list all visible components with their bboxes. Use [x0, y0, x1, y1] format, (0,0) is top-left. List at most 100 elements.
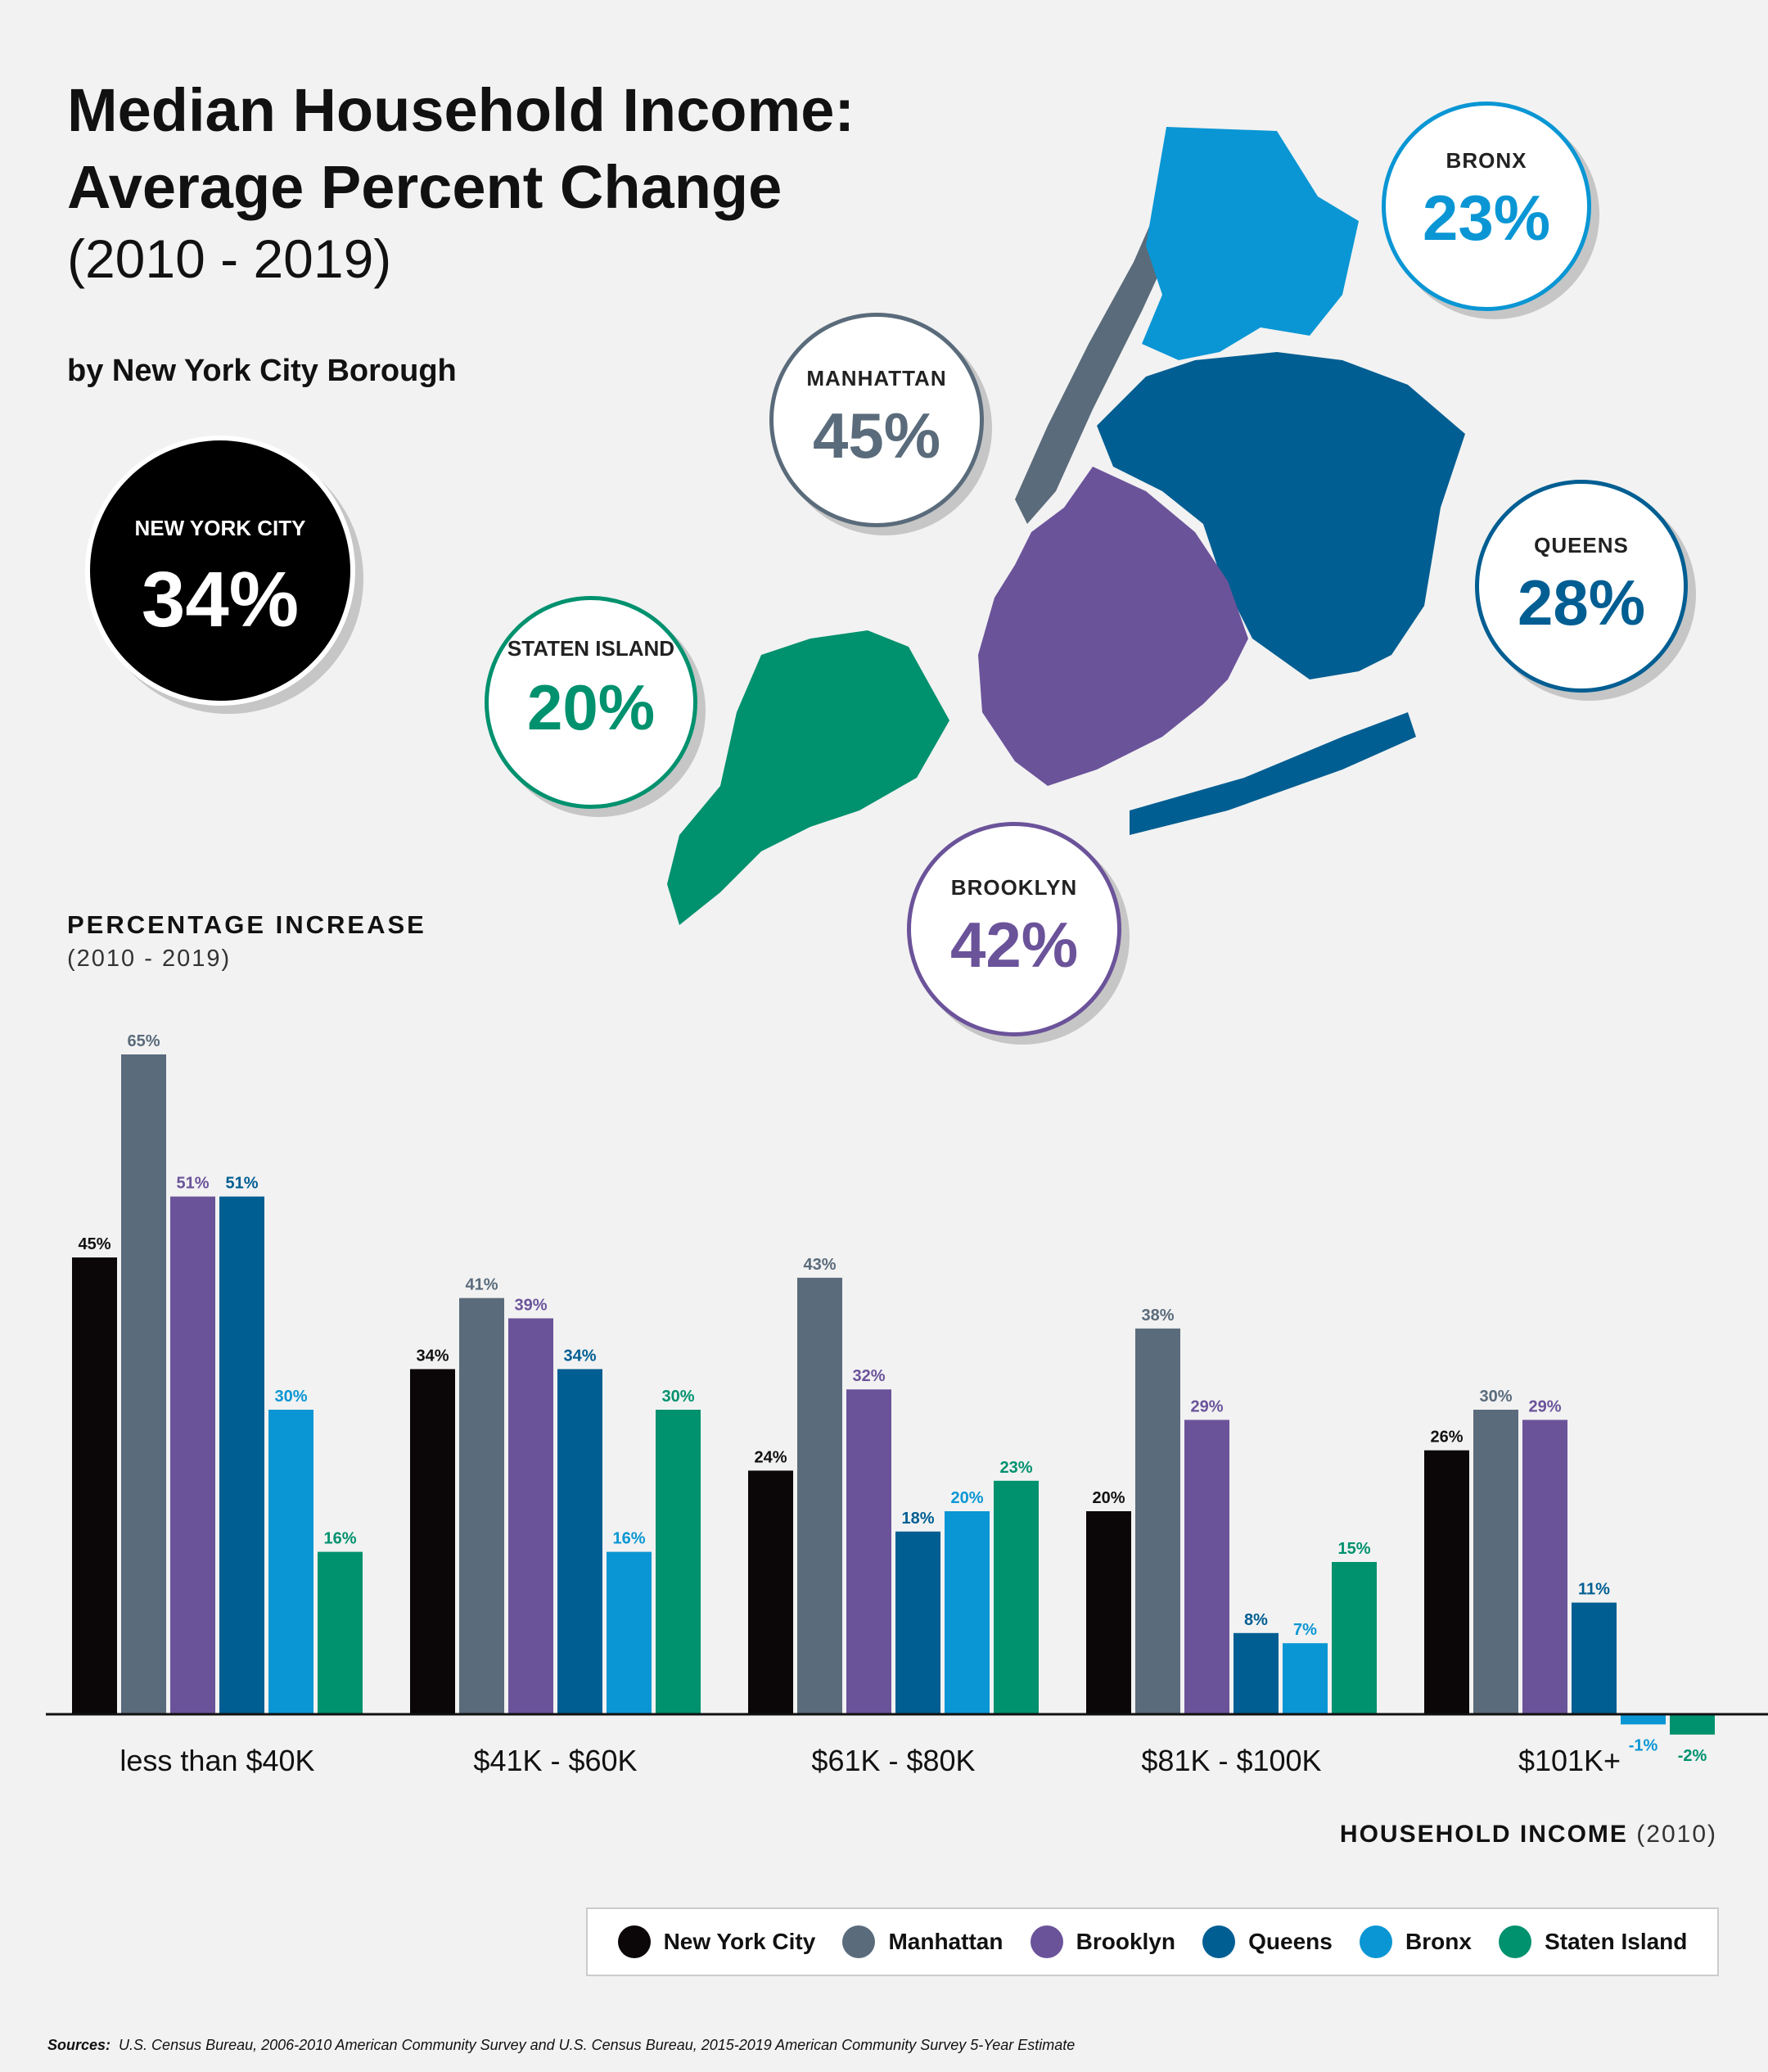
- legend-label-queens: Queens: [1248, 1929, 1333, 1954]
- x-axis-label-main: HOUSEHOLD INCOME: [1339, 1821, 1628, 1848]
- bar-queens-101k: [1572, 1602, 1617, 1714]
- callout-staten-island-value: 20%: [526, 671, 656, 743]
- map-bronx: [1142, 127, 1359, 360]
- bar-staten-island-61k-80k: [994, 1480, 1039, 1714]
- data-label-staten-island-41k-60k: 30%: [661, 1388, 694, 1406]
- bar-bronx-101k: [1621, 1714, 1666, 1725]
- data-label-queens-less-than-40k: 51%: [225, 1175, 258, 1193]
- legend-swatch-bronx: [1360, 1925, 1393, 1958]
- legend-label-manhattan: Manhattan: [888, 1929, 1004, 1954]
- callout-staten-island: STATEN ISLAND 20%: [485, 596, 697, 809]
- bar-brooklyn-41k-60k: [508, 1318, 553, 1714]
- bar-brooklyn-61k-80k: [846, 1389, 891, 1714]
- legend-label-staten-island: Staten Island: [1545, 1929, 1688, 1954]
- callout-nyc-value: 34%: [141, 556, 300, 643]
- data-label-bronx-less-than-40k: 30%: [274, 1388, 307, 1406]
- data-label-bronx-41k-60k: 16%: [612, 1530, 645, 1548]
- bar-staten-island-41k-60k: [656, 1410, 701, 1714]
- bar-brooklyn-less-than-40k: [170, 1196, 215, 1714]
- legend-label-brooklyn: Brooklyn: [1076, 1929, 1175, 1954]
- callout-queens-label: QUEENS: [1534, 533, 1629, 557]
- bar-queens-81k-100k: [1234, 1632, 1279, 1714]
- map-manhattan: [1015, 196, 1191, 524]
- callout-manhattan-label: MANHATTAN: [806, 366, 947, 390]
- x-axis-label: HOUSEHOLD INCOME (2010): [1340, 1821, 1717, 1849]
- nyc-borough-map: [667, 127, 1465, 925]
- legend-swatch-brooklyn: [1030, 1925, 1063, 1958]
- x-tick-label-81k-100k: $81K - $100K: [1141, 1744, 1321, 1777]
- legend-item-queens: Queens: [1202, 1925, 1333, 1958]
- data-label-staten-island-101k: -2%: [1678, 1747, 1707, 1765]
- title-years: (2010 - 2019): [67, 228, 392, 289]
- data-label-manhattan-less-than-40k: 65%: [127, 1032, 160, 1050]
- bar-bronx-41k-60k: [607, 1551, 652, 1714]
- legend-item-bronx: Bronx: [1360, 1925, 1472, 1958]
- bar-manhattan-41k-60k: [459, 1298, 504, 1714]
- callout-staten-island-label: STATEN ISLAND: [507, 636, 675, 661]
- byline: by New York City Borough: [67, 354, 457, 388]
- legend-swatch-queens: [1202, 1925, 1236, 1958]
- bar-queens-less-than-40k: [219, 1196, 264, 1714]
- data-label-bronx-101k: -1%: [1629, 1736, 1658, 1754]
- data-label-manhattan-61k-80k: 43%: [803, 1256, 836, 1274]
- data-label-brooklyn-81k-100k: 29%: [1190, 1397, 1223, 1415]
- x-tick-label-less-than-40k: less than $40K: [120, 1744, 314, 1777]
- bar-staten-island-81k-100k: [1332, 1562, 1377, 1714]
- legend-swatch-staten-island: [1499, 1925, 1532, 1958]
- legend-swatch-manhattan: [842, 1925, 876, 1958]
- sources-text: U.S. Census Bureau, 2006-2010 American C…: [119, 2037, 1076, 2053]
- data-label-manhattan-81k-100k: 38%: [1141, 1307, 1174, 1325]
- callout-bronx: BRONX 23%: [1382, 102, 1591, 311]
- data-label-new-york-city-61k-80k: 24%: [754, 1448, 787, 1466]
- data-label-bronx-61k-80k: 20%: [950, 1489, 983, 1507]
- data-label-brooklyn-less-than-40k: 51%: [176, 1175, 209, 1193]
- callout-queens-value: 28%: [1517, 567, 1646, 639]
- map-queens: [1097, 352, 1465, 835]
- legend-item-manhattan: Manhattan: [842, 1925, 1003, 1958]
- data-label-new-york-city-less-than-40k: 45%: [78, 1235, 110, 1253]
- data-label-brooklyn-101k: 29%: [1528, 1397, 1561, 1415]
- legend-label-bronx: Bronx: [1405, 1929, 1472, 1954]
- data-label-manhattan-101k: 30%: [1479, 1388, 1512, 1406]
- bar-bronx-81k-100k: [1283, 1643, 1328, 1714]
- data-label-new-york-city-41k-60k: 34%: [416, 1347, 449, 1365]
- callout-bronx-label: BRONX: [1446, 148, 1527, 173]
- bar-staten-island-less-than-40k: [318, 1551, 363, 1714]
- x-tick-label-101k: $101K+: [1518, 1744, 1621, 1777]
- callout-brooklyn-label: BROOKLYN: [950, 875, 1078, 900]
- bar-queens-41k-60k: [557, 1369, 602, 1714]
- bar-new-york-city-101k: [1424, 1450, 1469, 1714]
- legend: New York City Manhattan Brooklyn Queens …: [586, 1907, 1719, 1976]
- data-label-queens-41k-60k: 34%: [563, 1347, 596, 1365]
- callout-queens: QUEENS 28%: [1475, 480, 1688, 693]
- data-label-manhattan-41k-60k: 41%: [465, 1276, 498, 1294]
- bar-new-york-city-less-than-40k: [72, 1257, 117, 1714]
- bar-manhattan-101k: [1473, 1410, 1518, 1714]
- legend-item-staten-island: Staten Island: [1499, 1925, 1687, 1958]
- callout-bronx-value: 23%: [1422, 182, 1551, 254]
- data-label-staten-island-81k-100k: 15%: [1337, 1540, 1370, 1558]
- bar-queens-61k-80k: [895, 1531, 940, 1714]
- sources-label: Sources:: [47, 2037, 111, 2053]
- bar-staten-island-101k: [1670, 1714, 1715, 1735]
- data-label-new-york-city-81k-100k: 20%: [1092, 1489, 1125, 1507]
- x-tick-label-41k-60k: $41K - $60K: [473, 1744, 637, 1777]
- bar-bronx-less-than-40k: [268, 1410, 313, 1714]
- data-label-staten-island-less-than-40k: 16%: [323, 1530, 356, 1548]
- data-label-brooklyn-61k-80k: 32%: [852, 1367, 885, 1385]
- y-axis-sublabel: (2010 - 2019): [67, 946, 232, 972]
- bar-new-york-city-81k-100k: [1086, 1511, 1131, 1714]
- x-tick-label-61k-80k: $61K - $80K: [811, 1744, 975, 1777]
- bar-new-york-city-41k-60k: [410, 1369, 455, 1714]
- bar-new-york-city-61k-80k: [748, 1470, 793, 1714]
- callout-nyc: NEW YORK CITY 34%: [85, 436, 355, 706]
- legend-label-nyc: New York City: [663, 1929, 816, 1954]
- bar-brooklyn-101k: [1522, 1420, 1567, 1714]
- bar-chart: 45% 65% 51% 51% 30% 16% less than $40K 34% 41% 39…: [46, 1032, 1768, 1777]
- legend-item-nyc: New York City: [617, 1925, 816, 1958]
- data-label-brooklyn-41k-60k: 39%: [514, 1296, 547, 1314]
- callout-manhattan-value: 45%: [812, 400, 941, 472]
- chart-title: Median Household Income: Average Percent…: [67, 72, 855, 226]
- sources-note: Sources: U.S. Census Bureau, 2006-2010 A…: [47, 2037, 1075, 2054]
- callout-manhattan: MANHATTAN 45%: [769, 313, 984, 527]
